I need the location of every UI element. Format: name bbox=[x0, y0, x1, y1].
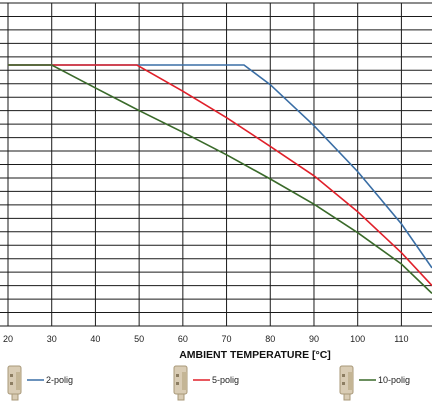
x-tick-label: 80 bbox=[265, 334, 275, 344]
x-tick-label: 90 bbox=[309, 334, 319, 344]
x-tick-label: 60 bbox=[178, 334, 188, 344]
x-tick-label: 40 bbox=[90, 334, 100, 344]
legend-label: 10-polig bbox=[378, 375, 410, 385]
x-tick-labels: 20 30 40 50 60 70 80 90 100 110 bbox=[3, 334, 409, 344]
legend-item-10-polig: 10-polig bbox=[339, 365, 410, 401]
legend-label: 5-polig bbox=[212, 375, 239, 385]
x-tick-label: 100 bbox=[350, 334, 365, 344]
x-tick-label: 30 bbox=[47, 334, 57, 344]
grid bbox=[0, 2, 432, 327]
x-tick-label: 70 bbox=[222, 334, 232, 344]
series-line-5-polig bbox=[8, 64, 432, 287]
series-curves bbox=[8, 64, 432, 294]
x-tick-label: 110 bbox=[394, 334, 408, 344]
legend-label: 2-polig bbox=[46, 375, 73, 385]
x-tick-label: 20 bbox=[3, 334, 13, 344]
series-line-2-polig bbox=[8, 64, 432, 269]
connector-icon bbox=[173, 365, 188, 401]
connector-icon bbox=[339, 365, 354, 401]
series-line-10-polig bbox=[8, 64, 432, 294]
connector-icon bbox=[7, 365, 22, 401]
legend-item-5-polig: 5-polig bbox=[173, 365, 239, 401]
x-tick-label: 50 bbox=[134, 334, 144, 344]
x-axis-label: AMBIENT TEMPERATURE [°C] bbox=[179, 349, 331, 361]
legend: 2-polig 5-polig 10-polig bbox=[7, 365, 410, 401]
legend-item-2-polig: 2-polig bbox=[7, 365, 73, 401]
